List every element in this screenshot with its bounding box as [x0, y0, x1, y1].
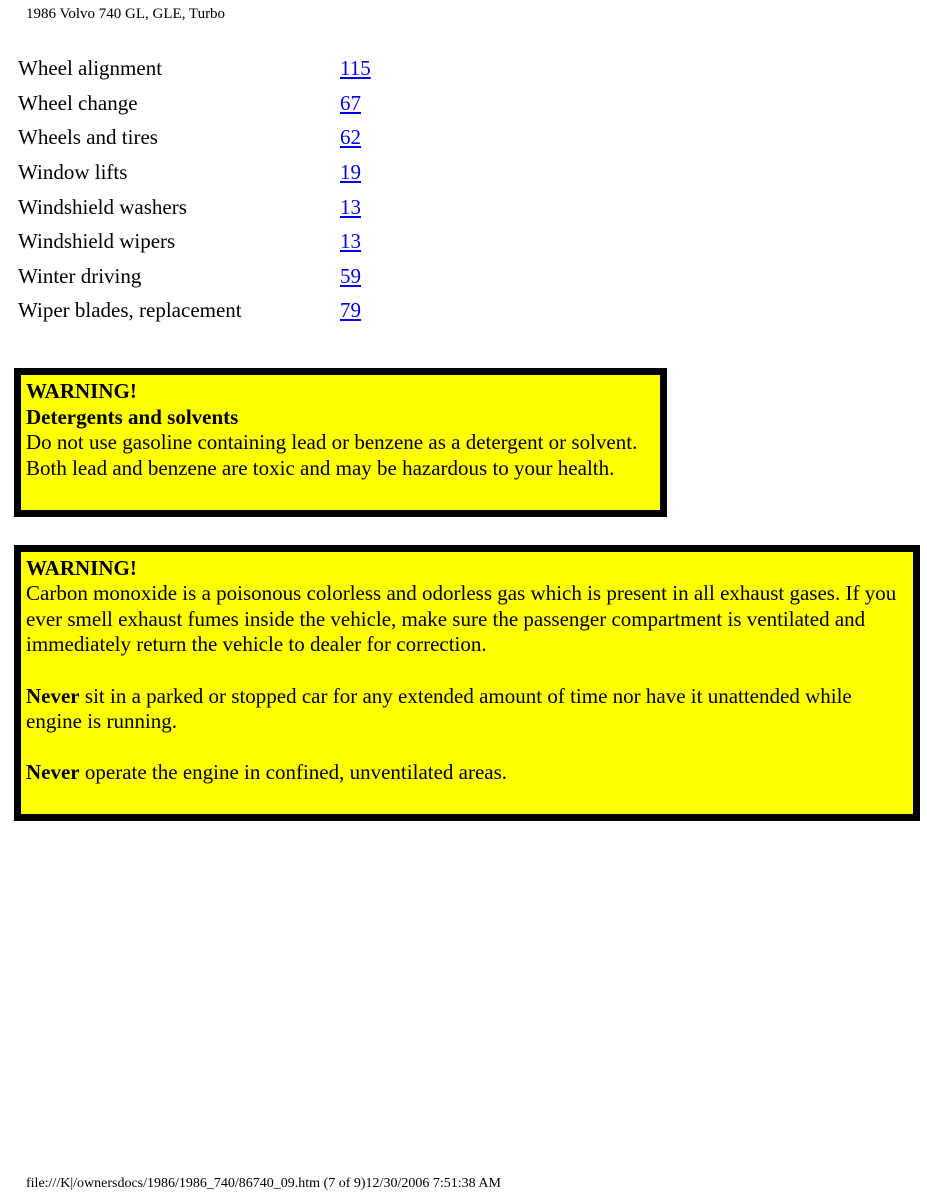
table-row: Windshield wipers 13	[18, 224, 371, 259]
index-label: Window lifts	[18, 155, 340, 190]
index-label: Wheel change	[18, 86, 340, 121]
index-label: Windshield washers	[18, 190, 340, 225]
page-link[interactable]: 19	[340, 160, 361, 184]
index-page: 115	[340, 51, 371, 86]
warning-inner: WARNING! Detergents and solvents Do not …	[20, 374, 661, 510]
never-label: Never	[26, 760, 80, 784]
page-link[interactable]: 115	[340, 56, 371, 80]
index-label: Wheel alignment	[18, 51, 340, 86]
page-link[interactable]: 67	[340, 91, 361, 115]
index-table: Wheel alignment 115 Wheel change 67 Whee…	[18, 51, 371, 328]
table-row: Windshield washers 13	[18, 190, 371, 225]
table-row: Winter driving 59	[18, 259, 371, 294]
index-page: 59	[340, 259, 371, 294]
index-page: 13	[340, 224, 371, 259]
index-page: 19	[340, 155, 371, 190]
warning-box-detergents: WARNING! Detergents and solvents Do not …	[14, 368, 667, 516]
warning-title: WARNING!	[26, 556, 137, 580]
warning-box-carbon-monoxide: WARNING! Carbon monoxide is a poisonous …	[14, 545, 920, 821]
index-page: 13	[340, 190, 371, 225]
index-page: 79	[340, 293, 371, 328]
page-header: 1986 Volvo 740 GL, GLE, Turbo	[0, 0, 927, 23]
page-footer: file:///K|/ownersdocs/1986/1986_740/8674…	[26, 1176, 501, 1192]
never-label: Never	[26, 684, 80, 708]
index-label: Winter driving	[18, 259, 340, 294]
index-page: 62	[340, 120, 371, 155]
index-page: 67	[340, 86, 371, 121]
page-link[interactable]: 13	[340, 195, 361, 219]
table-row: Wheel alignment 115	[18, 51, 371, 86]
index-label: Wiper blades, replacement	[18, 293, 340, 328]
table-row: Wheel change 67	[18, 86, 371, 121]
warning-body: operate the engine in confined, unventil…	[80, 760, 507, 784]
page-link[interactable]: 62	[340, 125, 361, 149]
table-row: Window lifts 19	[18, 155, 371, 190]
index-label: Windshield wipers	[18, 224, 340, 259]
table-row: Wheels and tires 62	[18, 120, 371, 155]
warning-subtitle: Detergents and solvents	[26, 405, 238, 429]
warning-inner: WARNING! Carbon monoxide is a poisonous …	[20, 551, 914, 815]
page-link[interactable]: 59	[340, 264, 361, 288]
page-link[interactable]: 79	[340, 298, 361, 322]
table-row: Wiper blades, replacement 79	[18, 293, 371, 328]
index-label: Wheels and tires	[18, 120, 340, 155]
warning-body: Do not use gasoline containing lead or b…	[26, 430, 637, 480]
warning-body: sit in a parked or stopped car for any e…	[26, 684, 852, 734]
page-link[interactable]: 13	[340, 229, 361, 253]
warning-body: Carbon monoxide is a poisonous colorless…	[26, 581, 896, 656]
warning-title: WARNING!	[26, 379, 137, 403]
